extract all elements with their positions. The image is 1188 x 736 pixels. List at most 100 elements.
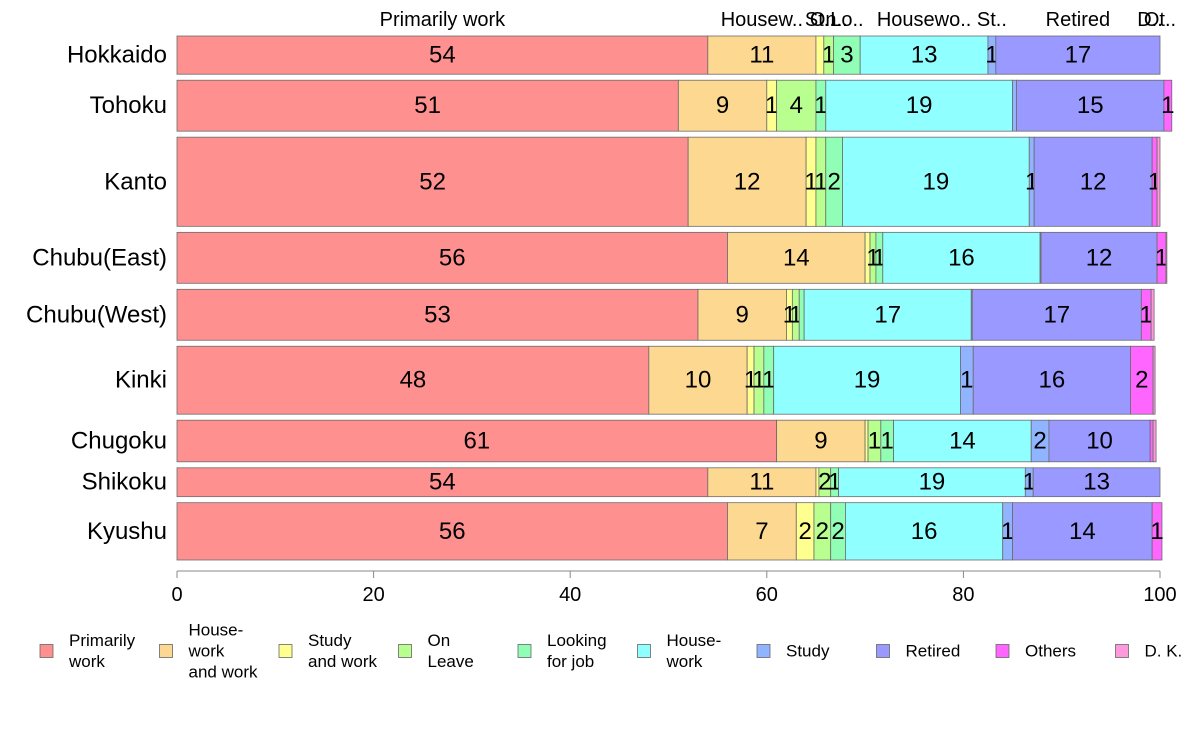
data-label: 19	[854, 367, 881, 394]
data-label: 13	[911, 42, 938, 69]
bar-row: 53 9 11 17 17 1	[176, 288, 1155, 341]
bar-segment	[1151, 502, 1163, 561]
legend-item: House-work	[637, 631, 721, 671]
category-label: Chugoku	[71, 428, 167, 455]
legend-item: Looking for job	[517, 631, 607, 671]
data-label: 1	[1023, 469, 1036, 496]
data-label: 1	[765, 92, 778, 119]
legend-label: Looking	[547, 631, 607, 650]
category-label: Chubu(West)	[26, 301, 167, 328]
data-label: 1	[1140, 301, 1153, 328]
bar-segment	[697, 288, 787, 341]
bar-segment	[176, 288, 699, 341]
bar-segment	[838, 467, 1026, 498]
bar-segment	[707, 467, 817, 498]
data-label: 9	[814, 428, 827, 455]
legend-label: Leave	[428, 652, 474, 671]
legend-label: and work	[308, 652, 377, 671]
legend-swatch	[756, 644, 771, 658]
data-label: 12	[1086, 244, 1113, 271]
data-label: 61	[463, 428, 490, 455]
data-label: 19	[919, 469, 946, 496]
data-label: 14	[783, 244, 810, 271]
series-top-label: D..	[1137, 9, 1163, 31]
bar-segment	[971, 288, 1142, 341]
bar-segment	[1040, 231, 1158, 284]
series-top-label: Retired	[1046, 9, 1110, 31]
bar-segment	[1149, 419, 1154, 463]
legend-label: House-	[189, 621, 244, 640]
legend-swatch	[39, 644, 54, 658]
bar-row: 56 14 11 16 12 1	[176, 231, 1168, 284]
data-label: 1	[752, 367, 765, 394]
category-label: Shikoku	[82, 469, 167, 496]
legend-label: for job	[547, 652, 594, 671]
legend-item: Study and work	[278, 631, 377, 671]
data-label: 1	[881, 428, 894, 455]
legend-swatch	[1115, 644, 1129, 658]
data-label: 17	[1065, 42, 1092, 69]
bar-row: 52 12 11 2 19 1 12 1	[176, 136, 1161, 227]
data-label: 1	[828, 469, 841, 496]
data-label: 14	[949, 428, 976, 455]
bar-segment	[803, 288, 972, 341]
bar-segment	[1163, 79, 1173, 132]
legend-label: and work	[189, 663, 258, 682]
bar-segment	[859, 35, 989, 75]
bar-segment	[1165, 231, 1168, 284]
bar-segment	[648, 345, 748, 415]
data-label: 16	[948, 244, 975, 271]
bar-row: 54 11 21 19 1 13	[176, 467, 1161, 498]
bar-row: 48 10 111 19 1 16 2	[176, 345, 1156, 415]
x-axis: 0 20 40 60 80 100	[171, 570, 1177, 606]
legend-label: On	[428, 631, 451, 650]
data-label: 1	[868, 428, 881, 455]
top-labels: Primarily work Housew.. St..On..Lo.. Housew…	[380, 9, 1176, 31]
series-top-label: St..	[805, 9, 835, 31]
data-label: 2	[818, 469, 831, 496]
data-label: 2	[827, 168, 840, 195]
data-label: 10	[1086, 428, 1113, 455]
series-top-label: St..	[977, 9, 1007, 31]
data-label: 1	[814, 92, 827, 119]
data-label: 1	[814, 168, 827, 195]
data-label: 12	[734, 168, 761, 195]
data-label: 1	[985, 42, 998, 69]
data-label: 9	[716, 92, 729, 119]
legend-item: Retired	[876, 642, 960, 661]
data-label: 53	[424, 301, 451, 328]
data-label: 54	[429, 469, 456, 496]
legend-label: Study	[308, 631, 352, 650]
legend-swatch	[398, 644, 412, 658]
bar-segment	[677, 79, 768, 132]
bar-segment	[825, 79, 1013, 132]
data-label: 19	[923, 168, 950, 195]
legend-item: House-work and work	[159, 621, 258, 682]
category-label: Chubu(East)	[32, 244, 167, 271]
data-label: 2	[1135, 367, 1148, 394]
legend-item: On Leave	[398, 631, 474, 671]
data-label: 4	[790, 92, 803, 119]
bar-segment	[833, 35, 861, 75]
bar-segment	[1032, 467, 1161, 498]
bar-segment	[1150, 288, 1155, 341]
series-top-label: Ot..	[1144, 9, 1176, 31]
bar-segment	[176, 231, 728, 284]
legend-item: Primarily work	[39, 631, 136, 671]
bar-segment	[687, 136, 807, 227]
bar-segment	[176, 136, 689, 227]
data-label: 15	[1077, 92, 1104, 119]
legend-swatch	[876, 644, 890, 658]
data-label: 7	[755, 518, 768, 545]
data-label: 56	[439, 518, 466, 545]
legend-swatch	[517, 644, 532, 658]
bar-segment	[1012, 79, 1017, 132]
data-label: 11	[749, 42, 774, 69]
bar-segment	[798, 288, 805, 341]
data-label: 11	[749, 469, 774, 496]
legend-swatch	[159, 644, 173, 658]
category-label: Kyushu	[87, 518, 167, 545]
bar-segment	[1048, 419, 1151, 463]
